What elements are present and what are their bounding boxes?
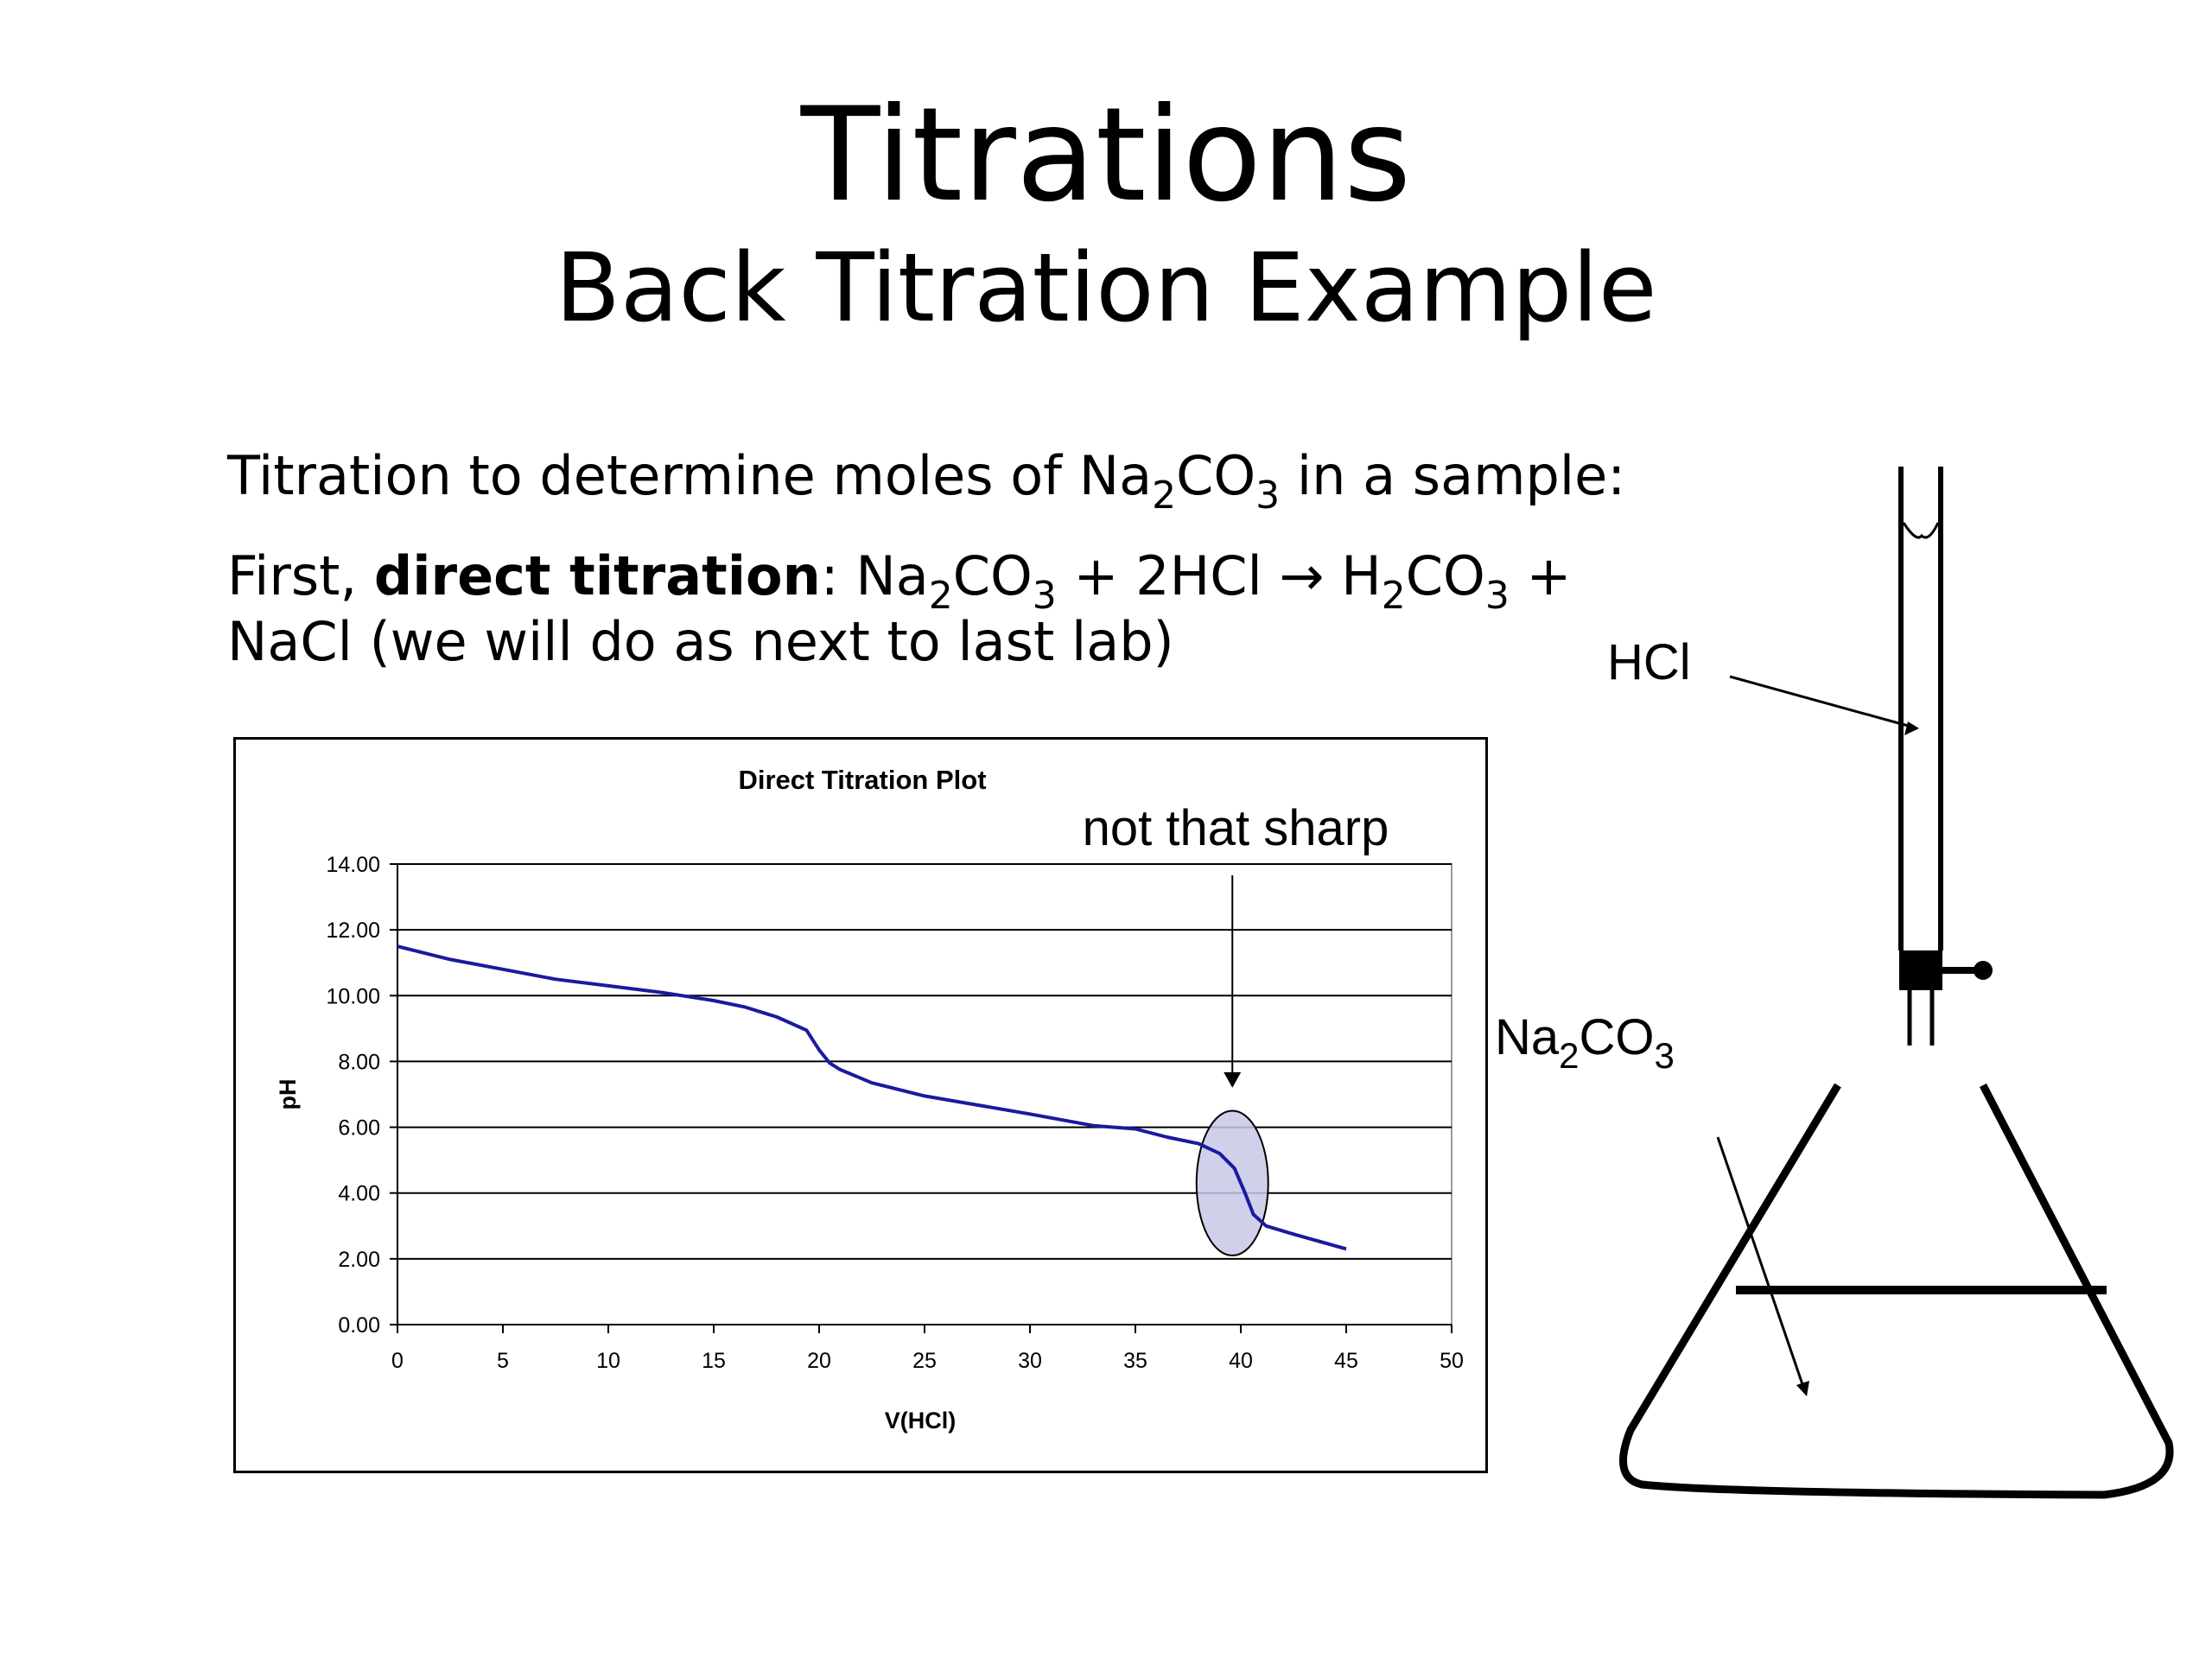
titration-apparatus: HCl Na2CO3: [1495, 467, 2174, 1499]
arrows: [1716, 675, 1919, 1396]
purpose-end: in a sample:: [1280, 444, 1626, 507]
flask-label-sub-2: 2: [1559, 1035, 1579, 1076]
x-tick-label: 40: [1229, 1349, 1253, 1373]
meniscus: [1902, 522, 1940, 539]
x-tick-label: 20: [807, 1349, 831, 1373]
eq-end: +: [1509, 544, 1572, 607]
direct-titration-bold: direct titration: [373, 544, 821, 607]
first-prefix: First,: [227, 544, 374, 607]
titration-chart: 0.00 2.00 4.00 6.00 8.00 10.00 12.00 14.00 0 5 10 1…: [233, 737, 1488, 1473]
purpose-sub-3: 3: [1255, 474, 1281, 518]
flask: [1619, 1083, 2174, 1499]
hcl-arrow: [1729, 675, 1912, 728]
slide-title: Titrations: [800, 80, 1412, 231]
text-line-direct-titration: First, direct titration: Na2CO3 + 2HCl →…: [227, 543, 1572, 618]
x-tick-label: 35: [1123, 1349, 1147, 1373]
stopcock-knob: [1974, 961, 1993, 980]
x-tick-label: 50: [1440, 1349, 1464, 1373]
eq-sub-1: 2: [928, 574, 953, 618]
slide-subtitle: Back Titration Example: [555, 232, 1657, 343]
eq-na: Na: [855, 544, 929, 607]
text-line-purpose: Titration to determine moles of Na2CO3 i…: [227, 443, 1626, 518]
eq-mid: + 2HCl → H: [1056, 544, 1382, 607]
flask-label: Na2CO3: [1495, 1009, 1675, 1076]
flask-arrow: [1716, 1136, 1805, 1388]
text-line-nacl: NaCl (we will do as next to last lab): [227, 610, 1174, 673]
eq-co: CO: [952, 544, 1033, 607]
flask-label-co: CO: [1580, 1009, 1655, 1065]
annotation-label: not that sharp: [1083, 800, 1389, 856]
x-tick-label: 30: [1018, 1349, 1042, 1373]
y-axis-label: pH: [275, 1079, 301, 1110]
purpose-co: CO: [1176, 444, 1256, 507]
ph-curve: [397, 944, 1347, 1251]
x-tick-label: 10: [596, 1349, 620, 1373]
x-tick-label: 0: [391, 1349, 404, 1373]
x-tick-label: 45: [1334, 1349, 1358, 1373]
purpose-sub-2: 2: [1152, 474, 1177, 518]
y-tick-label: 0.00: [338, 1313, 380, 1338]
x-tick-label: 25: [912, 1349, 937, 1373]
y-tick-label: 8.00: [338, 1050, 380, 1074]
eq-sub-4: 3: [1484, 574, 1510, 618]
annotation-arrowhead: [1224, 1071, 1242, 1088]
flask-arrowhead: [1796, 1381, 1809, 1396]
y-tick-label: 14.00: [326, 853, 380, 877]
hcl-label: HCl: [1607, 634, 1691, 690]
burette: [1898, 467, 1993, 1046]
y-tick-label: 10.00: [326, 984, 380, 1008]
x-axis-label: V(HCl): [885, 1408, 957, 1433]
hcl-arrowhead: [1904, 721, 1919, 735]
chart-title: Direct Titration Plot: [738, 765, 986, 795]
stopcock-body: [1899, 950, 1942, 990]
y-tick-label: 6.00: [338, 1116, 380, 1141]
equivalence-highlight: [1195, 1109, 1269, 1257]
y-tick-label: 4.00: [338, 1182, 380, 1206]
y-tick-label: 2.00: [338, 1248, 380, 1272]
x-tick-label: 5: [497, 1349, 509, 1373]
eq-sub-3: 2: [1381, 574, 1406, 618]
colon: :: [820, 544, 856, 607]
flask-label-sub-3: 3: [1655, 1035, 1675, 1076]
x-tick-label: 15: [702, 1349, 726, 1373]
y-tick-label: 12.00: [326, 918, 380, 943]
eq-sub-2: 3: [1032, 574, 1057, 618]
flask-label-na: Na: [1495, 1009, 1560, 1065]
purpose-text: Titration to determine moles of Na: [227, 444, 1153, 507]
eq-co2: CO: [1405, 544, 1485, 607]
